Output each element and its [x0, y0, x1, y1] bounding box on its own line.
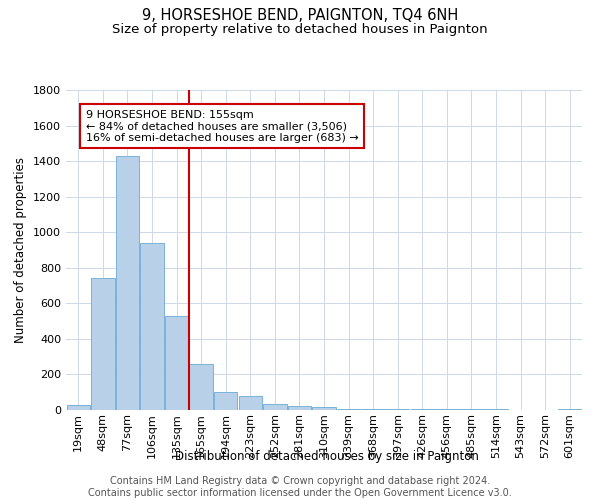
Bar: [116, 156, 139, 410]
Bar: [313, 408, 335, 410]
Text: Contains HM Land Registry data © Crown copyright and database right 2024.
Contai: Contains HM Land Registry data © Crown c…: [88, 476, 512, 498]
Bar: [386, 409, 409, 410]
Bar: [361, 409, 385, 410]
Text: Distribution of detached houses by size in Paignton: Distribution of detached houses by size …: [175, 450, 479, 463]
Y-axis label: Number of detached properties: Number of detached properties: [14, 157, 28, 343]
Bar: [239, 396, 262, 410]
Bar: [263, 404, 287, 410]
Bar: [214, 392, 238, 410]
Bar: [91, 278, 115, 410]
Bar: [165, 316, 188, 410]
Bar: [190, 364, 213, 410]
Bar: [140, 243, 164, 410]
Text: Size of property relative to detached houses in Paignton: Size of property relative to detached ho…: [112, 22, 488, 36]
Text: 9, HORSESHOE BEND, PAIGNTON, TQ4 6NH: 9, HORSESHOE BEND, PAIGNTON, TQ4 6NH: [142, 8, 458, 22]
Text: 9 HORSESHOE BEND: 155sqm
← 84% of detached houses are smaller (3,506)
16% of sem: 9 HORSESHOE BEND: 155sqm ← 84% of detach…: [86, 110, 358, 143]
Bar: [337, 409, 360, 410]
Bar: [288, 406, 311, 410]
Bar: [67, 404, 90, 410]
